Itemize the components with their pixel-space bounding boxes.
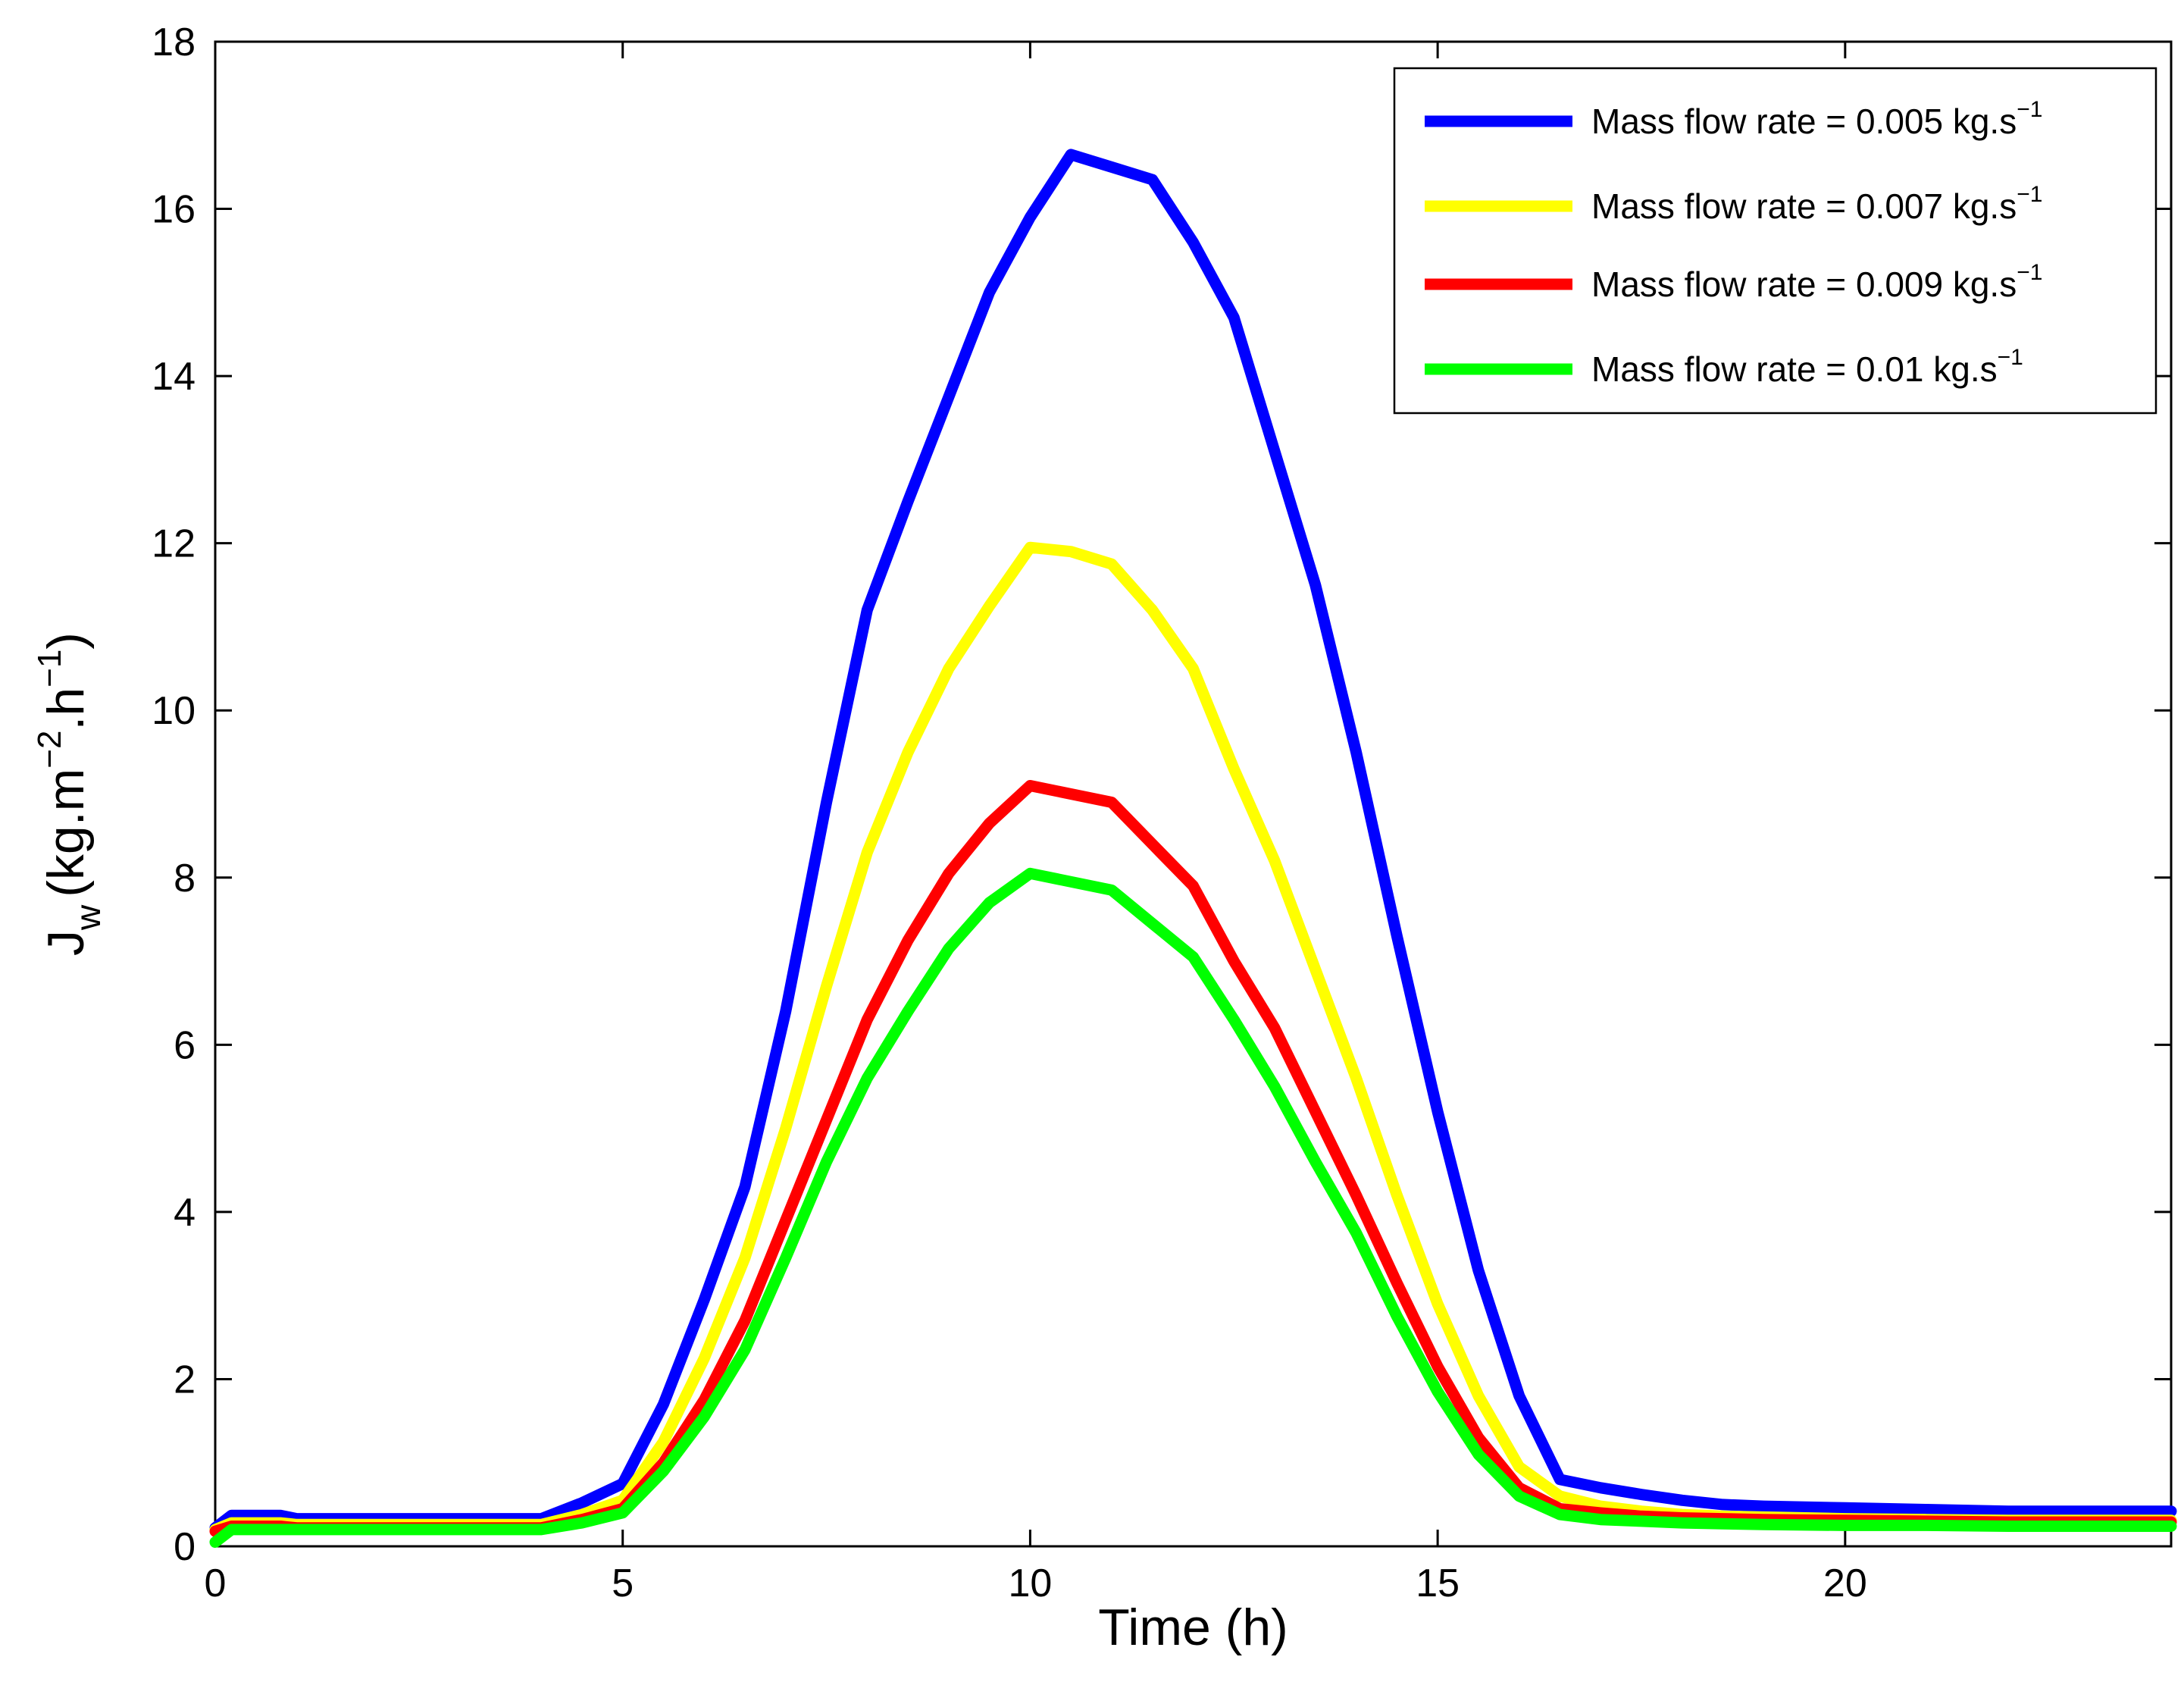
y-tick-label: 8 bbox=[174, 857, 196, 900]
legend-label-superscript: −1 bbox=[2017, 260, 2042, 285]
y-tick-labels: 0 2 4 6 8 10 12 14 16 18 bbox=[152, 20, 196, 1569]
legend-label-4: Mass flow rate = 0.01 kg.s−1 bbox=[1591, 345, 2023, 389]
legend-label-text: Mass flow rate = 0.009 kg.s bbox=[1591, 265, 2017, 304]
y-tick-label: 4 bbox=[174, 1191, 196, 1235]
series-lines bbox=[209, 149, 2177, 1548]
x-axis-title: Time (h) bbox=[1098, 1599, 1288, 1656]
legend-label-text: Mass flow rate = 0.005 kg.s bbox=[1591, 102, 2017, 141]
y-tick-label: 12 bbox=[152, 522, 196, 566]
legend-label-text: Mass flow rate = 0.007 kg.s bbox=[1591, 186, 2017, 226]
x-tick-label: 10 bbox=[1008, 1561, 1052, 1605]
x-tick-label: 5 bbox=[612, 1561, 634, 1605]
legend-label-superscript: −1 bbox=[1998, 345, 2023, 370]
legend-label-2: Mass flow rate = 0.007 kg.s−1 bbox=[1591, 182, 2042, 226]
y-axis-title: Jw (kg.m−2.h−1) bbox=[31, 632, 108, 956]
y-axis-title-unit-close: ) bbox=[37, 632, 95, 650]
y-tick-label: 16 bbox=[152, 188, 196, 232]
legend-label-3: Mass flow rate = 0.009 kg.s−1 bbox=[1591, 260, 2042, 304]
y-axis-title-unit-a: (kg.m bbox=[37, 769, 95, 897]
x-tick-label: 0 bbox=[205, 1561, 227, 1605]
y-axis-title-sup-a: −2 bbox=[31, 731, 68, 769]
legend-label-1: Mass flow rate = 0.005 kg.s−1 bbox=[1591, 97, 2042, 141]
y-tick-label: 18 bbox=[152, 20, 196, 64]
y-axis-title-base: J bbox=[37, 930, 95, 956]
y-tick-label: 10 bbox=[152, 689, 196, 733]
y-tick-label: 14 bbox=[152, 355, 196, 399]
y-tick-label: 0 bbox=[174, 1525, 196, 1569]
series-line-1 bbox=[209, 149, 2177, 1534]
legend-label-superscript: −1 bbox=[2017, 97, 2042, 122]
legend-label-superscript: −1 bbox=[2017, 182, 2042, 207]
y-axis-title-subscript: w bbox=[68, 904, 108, 931]
x-tick-label: 20 bbox=[1823, 1561, 1867, 1605]
y-axis-title-unit-b: .h bbox=[37, 687, 95, 731]
series-line-4 bbox=[209, 867, 2177, 1548]
y-tick-label: 6 bbox=[174, 1023, 196, 1067]
legend-label-text: Mass flow rate = 0.01 kg.s bbox=[1591, 349, 1998, 389]
y-tick-label: 2 bbox=[174, 1358, 196, 1402]
x-tick-label: 15 bbox=[1416, 1561, 1460, 1605]
y-axis-title-sup-b: −1 bbox=[31, 650, 68, 687]
x-tick-labels: 0 5 10 15 20 bbox=[205, 1561, 1867, 1605]
